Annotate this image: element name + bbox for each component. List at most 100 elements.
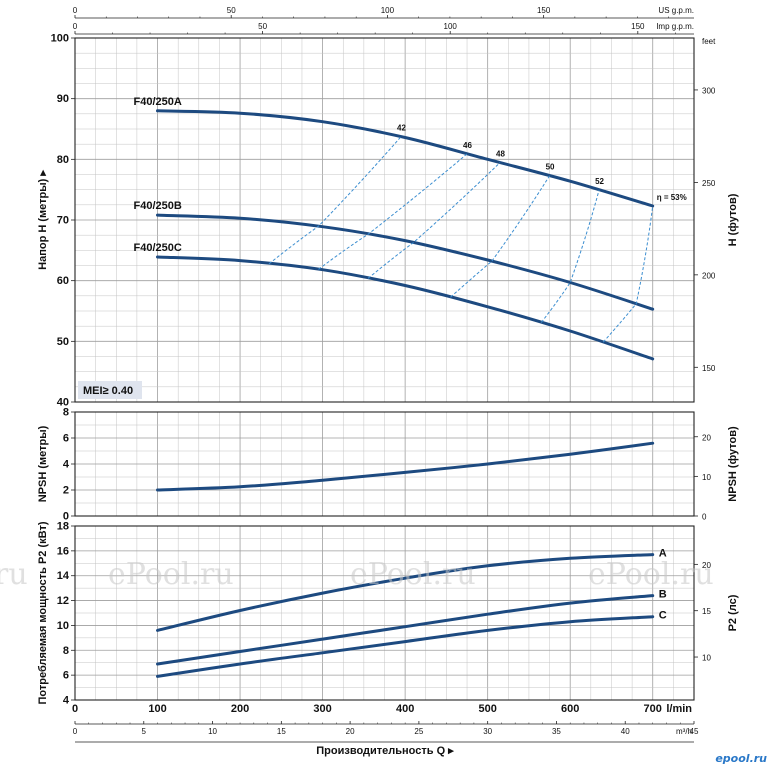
us-gpm-tick-label: 0 [73, 6, 78, 15]
power-y-tick-label: 8 [63, 645, 69, 657]
head-y2-tick-label: 150 [702, 364, 716, 373]
efficiency-label: 46 [463, 141, 472, 150]
lmin-tick-label: 300 [313, 703, 331, 715]
feet-unit: feet [702, 37, 716, 46]
npsh-y-tick-label: 4 [63, 459, 70, 471]
efficiency-iso-line [540, 189, 600, 323]
power-frame [74, 525, 695, 701]
efficiency-iso-line [318, 153, 468, 270]
power-curve-c [156, 615, 655, 678]
power-y-axis-title: Потребляемая мощность P2 (кВт) [37, 521, 49, 704]
m3h-tick-label: 45 [690, 727, 699, 736]
efficiency-iso-line [367, 162, 501, 279]
head-y2-tick-label: 250 [702, 179, 716, 188]
imp-gpm-tick-label: 150 [631, 22, 645, 31]
npsh-y-tick-label: 8 [63, 407, 69, 419]
head-y-tick-label: 60 [57, 275, 69, 287]
npsh-y-tick-label: 0 [63, 511, 69, 523]
head-y2-tick-label: 200 [702, 271, 716, 280]
npsh-y2-axis-title: NPSH (футов) [727, 426, 739, 502]
us-gpm-unit: US g.p.m. [658, 6, 694, 15]
power-y2-tick-label: 10 [702, 654, 711, 663]
head-curve-f40250b [156, 213, 655, 311]
head-curve-label: F40/250B [134, 200, 182, 212]
npsh-curve [156, 441, 655, 492]
head-y-tick-label: 100 [51, 33, 69, 45]
npsh-y2-tick-label: 10 [702, 473, 711, 482]
efficiency-label: 42 [397, 124, 406, 133]
npsh-y2-tick-label: 0 [702, 513, 707, 522]
us-gpm-tick-label: 100 [381, 6, 395, 15]
m3h-tick-label: 35 [552, 727, 561, 736]
x-axis-title: Производительность Q ▸ [316, 745, 454, 757]
power-y-tick-label: 4 [63, 695, 70, 707]
mei-badge [78, 381, 142, 399]
us-gpm-tick-label: 150 [537, 6, 551, 15]
us-gpm-tick-label: 50 [227, 6, 236, 15]
lmin-tick-label: 600 [561, 703, 579, 715]
power-y-tick-label: 6 [63, 670, 69, 682]
head-curve-label: F40/250A [134, 96, 182, 108]
watermark-text: ePool.ru [350, 557, 476, 592]
m3h-unit: m³/h [676, 727, 692, 736]
head-y-axis-title: Напор H (метры) ▸ [37, 170, 49, 270]
head-y-tick-label: 40 [57, 397, 69, 409]
epool-logo: epool.ru [715, 752, 767, 765]
m3h-tick-label: 20 [346, 727, 355, 736]
lmin-unit: l/min [666, 703, 692, 715]
npsh-y-axis-title: NPSH (метры) [37, 425, 49, 502]
power-curve-a [156, 553, 655, 632]
head-curve-label: F40/250C [134, 242, 182, 254]
m3h-tick-label: 40 [621, 727, 630, 736]
m3h-tick-label: 0 [73, 727, 78, 736]
watermark-text: ru [0, 557, 28, 592]
lmin-tick-label: 400 [396, 703, 414, 715]
npsh-y-tick-label: 6 [63, 433, 69, 445]
head-y-tick-label: 70 [57, 215, 69, 227]
power-y-tick-label: 18 [57, 521, 69, 533]
head-y2-tick-label: 300 [702, 86, 716, 95]
lmin-tick-label: 500 [478, 703, 496, 715]
power-curve-b [156, 594, 655, 666]
imp-gpm-tick-label: 0 [73, 22, 78, 31]
npsh-y2-tick-label: 20 [702, 433, 711, 442]
imp-gpm-tick-label: 100 [444, 22, 458, 31]
efficiency-iso-line [602, 205, 654, 343]
power-y2-tick-label: 15 [702, 607, 711, 616]
power-y-tick-label: 10 [57, 620, 69, 632]
watermark-text: ePool.ru [108, 557, 234, 592]
head-y-tick-label: 50 [57, 336, 69, 348]
head-y2-axis-title: H (футов) [727, 193, 739, 246]
power-curve-label: C [659, 610, 667, 622]
efficiency-label: 50 [546, 163, 555, 172]
efficiency-label: η = 53% [657, 193, 687, 202]
power-y2-axis-title: P2 (лс) [727, 594, 739, 631]
lmin-tick-label: 0 [72, 703, 78, 715]
m3h-tick-label: 15 [277, 727, 286, 736]
power-y-tick-label: 12 [57, 595, 69, 607]
lmin-tick-label: 100 [148, 703, 166, 715]
watermark-text: ePool.ru [588, 557, 714, 592]
m3h-tick-label: 30 [483, 727, 492, 736]
efficiency-iso-line [268, 136, 402, 265]
power-y2-tick-label: 20 [702, 561, 711, 570]
head-y-tick-label: 90 [57, 93, 69, 105]
m3h-tick-label: 10 [208, 727, 217, 736]
imp-gpm-tick-label: 50 [258, 22, 267, 31]
head-curve-f40250c [156, 255, 655, 361]
lmin-tick-label: 700 [644, 703, 662, 715]
power-y-tick-label: 14 [57, 570, 70, 582]
lmin-tick-label: 200 [231, 703, 249, 715]
efficiency-iso-line [450, 175, 551, 298]
mei-label: MEI≥ 0.40 [83, 385, 133, 397]
power-curve-label: A [659, 548, 667, 560]
efficiency-label: 52 [595, 177, 604, 186]
power-y-tick-label: 16 [57, 545, 69, 557]
power-curve-label: B [659, 589, 667, 601]
npsh-y-tick-label: 2 [63, 485, 69, 497]
m3h-tick-label: 5 [142, 727, 147, 736]
efficiency-label: 48 [496, 150, 505, 159]
head-y-tick-label: 80 [57, 154, 69, 166]
head-curve-f40250a [156, 109, 655, 208]
